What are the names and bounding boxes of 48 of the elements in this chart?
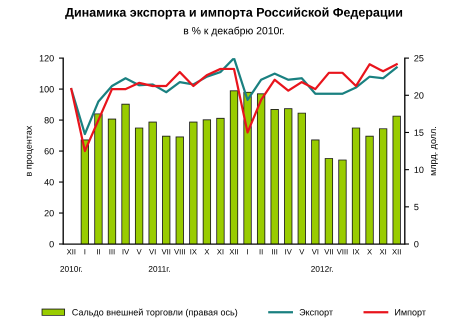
bar [284,108,292,244]
bar [121,104,130,244]
bar [311,139,320,244]
text: 2011г. [148,266,170,272]
bar [230,90,238,244]
bar [202,119,212,244]
legend-label: Сальдо внешней торговли (правая ось) [72,308,238,318]
bar [324,158,334,244]
y-tick-label: 0 [49,240,54,248]
bar [256,93,266,244]
bar [338,160,347,244]
line-series [70,63,398,152]
y-tick-label: 80 [44,117,54,124]
y-tick-label: 120 [40,55,54,62]
y-tick-label: 20 [44,210,54,216]
bar [134,128,144,244]
y2-tick-label: 15 [414,130,424,136]
y2-tick-label: 5 [414,204,418,210]
bar [352,128,360,244]
y2-axis-title: млрд. долл. [431,127,438,176]
y2-tick-label: 10 [414,166,424,174]
text: 2012г. [311,266,333,272]
line-series [70,58,398,136]
bar [189,122,198,244]
legend-label: Импорт [395,309,426,318]
bar [176,136,184,244]
bar [270,108,279,244]
bar [80,139,90,244]
bar [392,116,401,244]
bar [365,136,374,244]
y2-tick-label: 25 [414,55,424,62]
y-tick-label: 100 [40,86,54,92]
bar [148,122,157,244]
y-tick-label: 40 [44,179,54,186]
y-axis-title: в процентах [26,126,34,176]
bar [108,118,116,244]
chart-title: Динамика экспорта и импорта Российской Федерации [65,7,402,20]
bar [378,128,388,244]
bar [298,112,306,244]
text: 2010г. [60,266,82,272]
y2-tick-label: 0 [414,240,419,248]
bar [216,118,225,244]
bar [162,136,170,244]
y-tick-label: 60 [44,148,54,154]
bar [94,113,103,244]
legend-label: Экспорт [300,309,333,318]
y2-tick-label: 20 [414,92,424,99]
chart-subtitle: в % к декабрю 2010г. [184,26,284,36]
